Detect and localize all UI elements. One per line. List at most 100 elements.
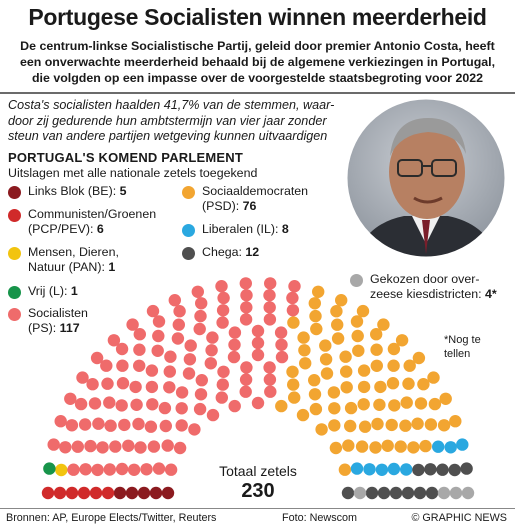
seat-dot	[122, 439, 135, 452]
seat-dot	[350, 315, 364, 328]
seat-dot	[84, 439, 97, 453]
seat-dot	[320, 367, 334, 380]
legend-swatch-l	[8, 286, 21, 299]
intro-line: Costa's socialisten haalden 41,7% van de…	[8, 98, 335, 112]
seat-dot	[387, 359, 400, 372]
seat-dot	[263, 361, 276, 374]
seat-dot	[358, 420, 372, 433]
seat-dot	[403, 359, 416, 372]
seat-dot	[388, 399, 401, 412]
seat-dot	[127, 463, 141, 476]
seat-dot	[76, 371, 89, 384]
legend-label-pan-2: Natuur (PAN):	[28, 260, 109, 274]
seat-dot	[377, 486, 391, 500]
seat-dot	[195, 374, 208, 387]
seat-dot	[308, 388, 322, 401]
legend-label-psd-2: (PSD):	[202, 199, 243, 213]
seat-dot	[164, 350, 177, 363]
seat-dot	[228, 399, 241, 413]
seat-dot	[103, 396, 116, 409]
seat-dot	[287, 378, 300, 391]
seat-dot	[183, 353, 197, 366]
seat-dot	[164, 463, 178, 476]
seat-dot	[437, 419, 451, 432]
seat-dot	[340, 381, 353, 394]
seat-dot	[216, 304, 230, 317]
legend-label-abroad: Gekozen door over-	[370, 272, 480, 286]
legend-label-l: Vrij (L):	[28, 284, 71, 298]
seat-dot	[370, 328, 383, 341]
legend-label-pan: Mensen, Dieren,	[28, 245, 119, 259]
seat-dot	[228, 338, 241, 351]
seat-dot	[329, 441, 343, 455]
seat-dot	[342, 439, 355, 452]
seat-dot	[251, 324, 265, 338]
legend-label-cdu: Communisten/Groenen	[28, 207, 157, 221]
legend-swatch-abroad	[350, 274, 363, 287]
seat-dot	[215, 391, 228, 404]
seat-dot	[353, 486, 367, 500]
seat-dot	[239, 277, 252, 290]
seat-dot	[263, 313, 277, 326]
legend-swatch-ch	[182, 247, 195, 260]
seat-dot	[286, 304, 300, 317]
seat-dot	[78, 418, 92, 431]
seat-dot	[239, 385, 252, 398]
seat-dot	[355, 440, 369, 453]
seat-dot	[175, 402, 188, 415]
seat-dot	[407, 441, 420, 454]
seat-dot	[425, 486, 439, 500]
seat-dot	[116, 377, 130, 390]
seat-dot	[297, 331, 310, 344]
seat-dot	[310, 322, 323, 336]
seat-dot	[389, 486, 403, 500]
total-seats-label: Totaal zetels	[219, 463, 297, 479]
legend-label-ch: Chega:	[202, 245, 246, 259]
seat-dot	[172, 318, 185, 331]
seat-dot	[381, 439, 394, 452]
seat-dot	[386, 377, 400, 390]
seat-dot	[88, 397, 102, 410]
seat-dot	[461, 486, 475, 500]
legend-value-pan: 1	[108, 260, 116, 274]
seat-dot	[239, 373, 253, 386]
seat-dot	[309, 309, 322, 323]
seat-dot	[204, 357, 217, 370]
seat-dot	[217, 291, 230, 305]
seat-dot	[130, 398, 143, 411]
legend-value-il: 8	[281, 222, 289, 236]
seat-dot	[350, 462, 364, 475]
seat-dot	[152, 329, 165, 343]
seat-dot	[356, 304, 370, 318]
seat-dot	[109, 440, 122, 453]
antonio-costa-portrait	[344, 96, 508, 260]
seat-dot	[330, 305, 343, 318]
seat-dot	[216, 378, 229, 391]
seat-dot	[79, 463, 92, 476]
seat-dot	[411, 417, 424, 430]
seat-dot	[152, 462, 166, 475]
seat-dot	[140, 463, 153, 476]
seat-dot	[331, 318, 344, 331]
seat-dot	[414, 397, 428, 410]
header-divider	[0, 92, 515, 94]
seat-dot	[373, 398, 386, 411]
seat-dot	[194, 388, 208, 401]
seat-dot	[115, 462, 129, 476]
seat-dot	[371, 417, 384, 431]
seat-dot	[193, 402, 207, 416]
seat-dot	[115, 342, 129, 356]
footnote-line: *Nog te	[444, 334, 481, 346]
seat-dot	[74, 397, 88, 411]
seat-dot	[417, 378, 430, 391]
seat-dot	[357, 364, 371, 377]
seat-dot	[146, 304, 160, 318]
footer-copyright: © GRAPHIC NEWS	[411, 512, 507, 524]
seat-dot	[309, 402, 323, 416]
intro-line: steun van andere partijen wetgeving kunn…	[8, 129, 328, 143]
seat-dot	[296, 408, 310, 422]
seat-dot	[419, 439, 432, 453]
seat-dot	[145, 364, 159, 377]
seat-dot	[312, 285, 325, 298]
seat-dot	[146, 398, 159, 411]
